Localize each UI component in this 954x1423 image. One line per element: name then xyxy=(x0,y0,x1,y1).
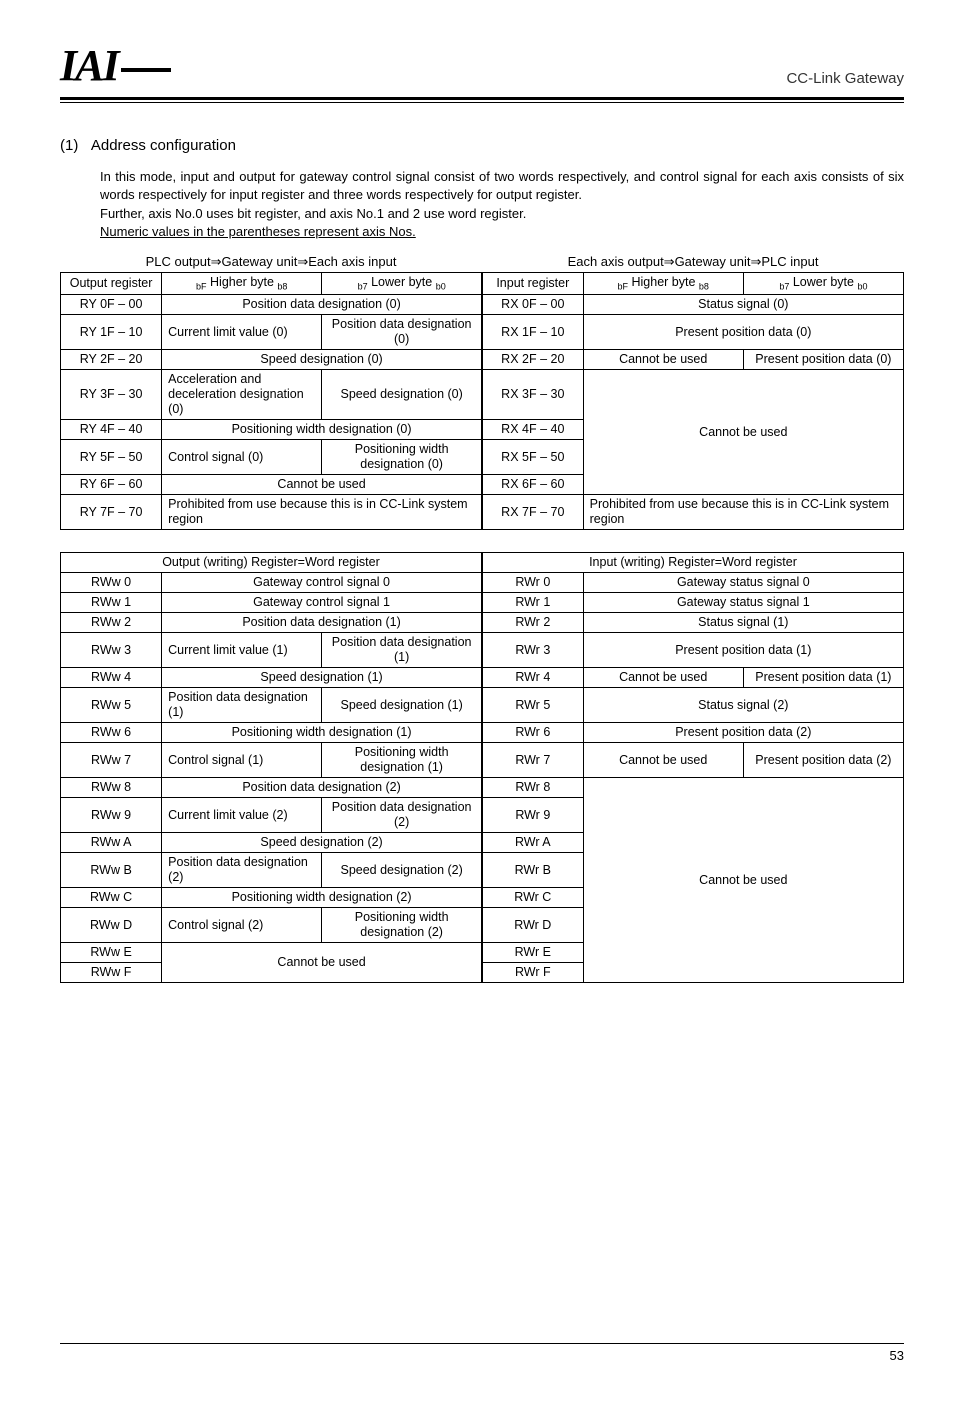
table-row: RWw 0Gateway control signal 0RWr 0Gatewa… xyxy=(61,573,904,593)
table1-caption-left: PLC output⇒Gateway unit⇒Each axis input xyxy=(60,254,482,270)
table-row: RWw 8Position data designation (2)RWr 8C… xyxy=(61,778,904,798)
table-row: RY 2F – 20 Speed designation (0) RX 2F –… xyxy=(61,350,904,370)
table1: Output register bF Higher byte b8 b7 Low… xyxy=(60,272,904,530)
table-row: RWw 7Control signal (1)Positioning width… xyxy=(61,743,904,778)
table-row: RY 1F – 10 Current limit value (0) Posit… xyxy=(61,315,904,350)
col-lower-byte: b7 Lower byte b0 xyxy=(322,273,482,295)
table-row: RY 7F – 70 Prohibited from use because t… xyxy=(61,495,904,530)
table-row: RWw 4Speed designation (1)RWr 4Cannot be… xyxy=(61,668,904,688)
table-row: RWw 3Current limit value (1)Position dat… xyxy=(61,633,904,668)
col-higher-byte: bF Higher byte b8 xyxy=(583,273,743,295)
table-row: Output (writing) Register=Word register … xyxy=(61,553,904,573)
col-lower-byte: b7 Lower byte b0 xyxy=(743,273,903,295)
logo: IAI xyxy=(60,40,171,91)
table2-caption-right: Input (writing) Register=Word register xyxy=(482,553,904,573)
table1-captions: PLC output⇒Gateway unit⇒Each axis input … xyxy=(60,254,904,270)
table-row: Output register bF Higher byte b8 b7 Low… xyxy=(61,273,904,295)
table-row: RY 0F – 00 Position data designation (0)… xyxy=(61,295,904,315)
intro-paragraph: In this mode, input and output for gatew… xyxy=(100,168,904,203)
header-rule xyxy=(60,97,904,103)
col-output-register: Output register xyxy=(61,273,162,295)
table2-caption-left: Output (writing) Register=Word register xyxy=(61,553,482,573)
col-higher-byte: bF Higher byte b8 xyxy=(162,273,322,295)
col-input-register: Input register xyxy=(482,273,583,295)
table1-caption-right: Each axis output⇒Gateway unit⇒PLC input xyxy=(482,254,904,270)
table-row: RY 3F – 30 Acceleration and deceleration… xyxy=(61,370,904,420)
table-row: RWw 5Position data designation (1)Speed … xyxy=(61,688,904,723)
doc-label: CC-Link Gateway xyxy=(786,70,904,87)
page-footer: 53 xyxy=(60,1343,904,1363)
page-header: IAI CC-Link Gateway xyxy=(60,40,904,91)
section-heading: (1) Address configuration xyxy=(60,137,904,154)
table-row: RWw 6Positioning width designation (1)RW… xyxy=(61,723,904,743)
table2: Output (writing) Register=Word register … xyxy=(60,552,904,983)
table-row: RWw 1Gateway control signal 1RWr 1Gatewa… xyxy=(61,593,904,613)
table-row: RWw 2Position data designation (1)RWr 2S… xyxy=(61,613,904,633)
further-line: Further, axis No.0 uses bit register, an… xyxy=(100,205,904,240)
